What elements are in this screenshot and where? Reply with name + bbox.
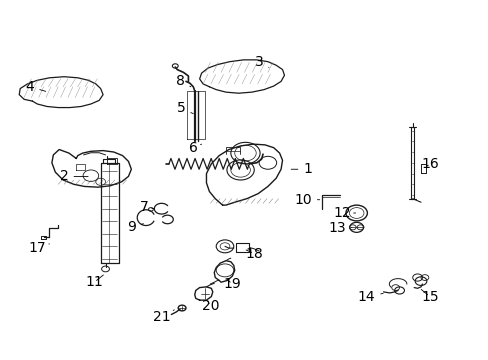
Text: 16: 16	[421, 157, 439, 171]
Text: 9: 9	[127, 220, 143, 234]
Text: 18: 18	[245, 247, 263, 261]
Text: 13: 13	[327, 221, 351, 235]
Text: 7: 7	[140, 200, 154, 214]
Text: 1: 1	[290, 162, 312, 176]
Text: 20: 20	[201, 299, 219, 313]
Text: 6: 6	[188, 141, 201, 155]
Text: 19: 19	[223, 277, 241, 291]
Text: 11: 11	[85, 275, 103, 289]
Text: 21: 21	[152, 310, 174, 324]
Text: 12: 12	[332, 206, 355, 220]
Text: 2: 2	[60, 170, 88, 183]
Text: 17: 17	[28, 241, 49, 255]
Text: 10: 10	[294, 193, 319, 207]
Text: 8: 8	[175, 75, 190, 89]
Text: 5: 5	[176, 101, 193, 115]
Text: 3: 3	[254, 55, 268, 69]
Text: 14: 14	[357, 289, 383, 303]
Text: 4: 4	[25, 80, 46, 94]
Text: 15: 15	[420, 289, 438, 303]
